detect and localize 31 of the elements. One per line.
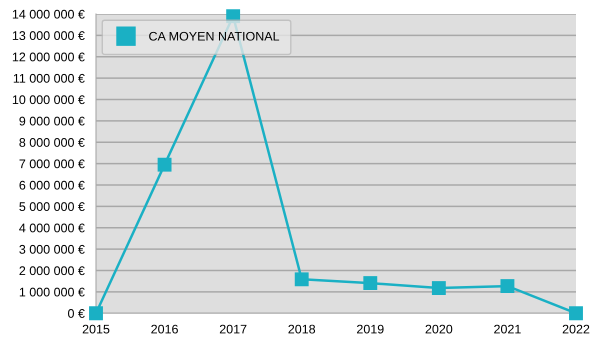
x-tick-label: 2017: [220, 324, 246, 334]
y-tick-label: 9 000 000 €: [19, 116, 85, 126]
y-tick-label: 14 000 000 €: [12, 10, 85, 19]
x-tick-label: 2016: [151, 324, 178, 334]
point: [569, 306, 583, 320]
y-tick-label: 10 000 000 €: [12, 95, 85, 104]
point: [432, 281, 446, 295]
x-tick-label: 2022: [562, 324, 590, 334]
point: [158, 158, 172, 172]
y-tick-label: 7 000 000 €: [20, 159, 85, 168]
y-tick-label: 13 000 000 €: [12, 31, 85, 40]
y-tick-label: 5 000 000 €: [19, 202, 85, 212]
y-tick-label: 12 000 000 €: [12, 52, 85, 62]
y-tick-label: 0 €: [68, 309, 85, 318]
point: [294, 272, 309, 286]
x-tick-label: 2021: [494, 324, 521, 334]
x-tick-label: 2015: [82, 324, 110, 334]
y-tick-label: 2 000 000 €: [19, 266, 85, 276]
point: [363, 276, 378, 290]
y-tick-label: 1 000 000 €: [20, 288, 85, 297]
point: [89, 306, 103, 320]
x-tick-label: 2020: [426, 324, 452, 334]
x-tick-label: 2018: [288, 324, 316, 334]
y-tick-label: 6 000 000 €: [19, 180, 85, 190]
x-tick-label: 2019: [357, 324, 384, 334]
y-tick-label: 4 000 000 €: [19, 224, 85, 232]
y-tick-label: 8 000 000 €: [19, 138, 85, 147]
y-tick-label: 11 000 000 €: [14, 74, 85, 83]
point: [500, 279, 514, 294]
legend-label: CA MOYEN NATIONAL: [149, 32, 280, 41]
y-tick-label: 3 000 000 €: [19, 244, 85, 254]
